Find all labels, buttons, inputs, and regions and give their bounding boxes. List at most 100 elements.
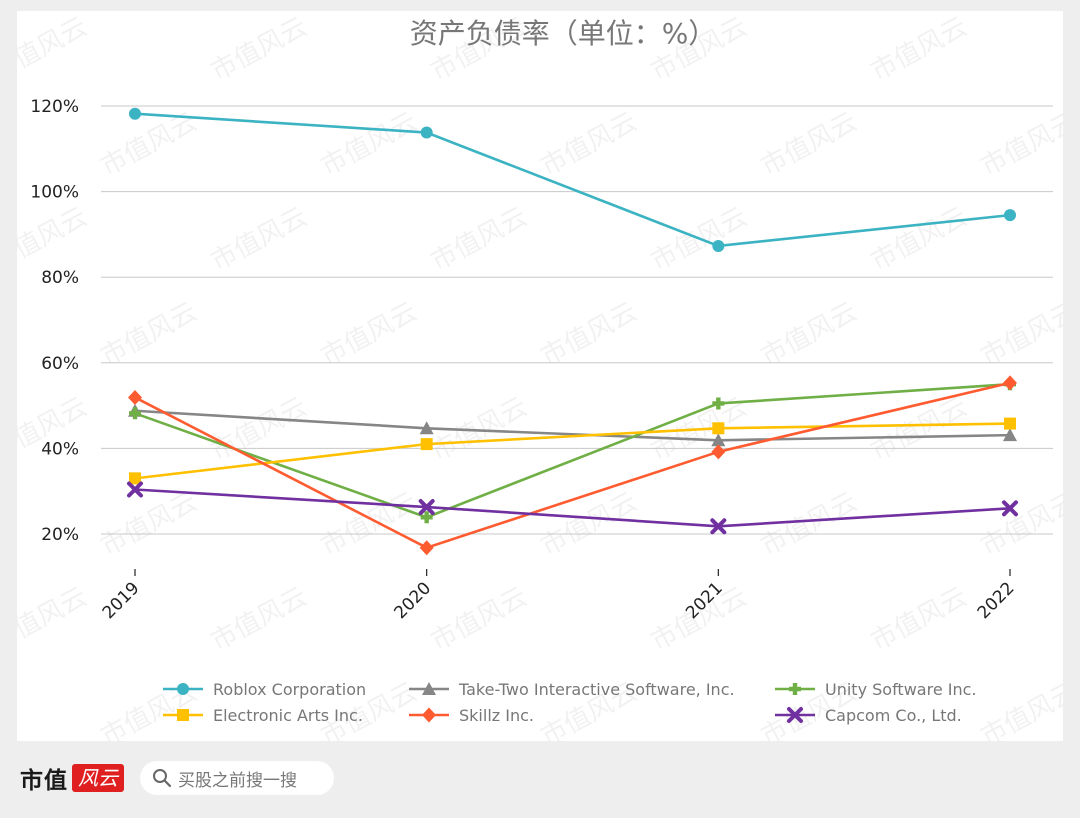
- watermark-text: 市值风云: [536, 107, 642, 182]
- data-point: [418, 499, 435, 516]
- data-point: [711, 433, 726, 447]
- watermark-text: 市值风云: [96, 487, 202, 562]
- data-point: [127, 481, 143, 498]
- data-point: [712, 239, 725, 252]
- data-point: [420, 438, 433, 451]
- y-axis-ticks: 20% 40% 60% 80% 100% 120%: [30, 97, 79, 545]
- data-point: [711, 444, 726, 460]
- watermark-text: 市值风云: [976, 107, 1063, 182]
- watermark-text: 市值风云: [206, 202, 312, 277]
- legend-entry: Take-Two Interactive Software, Inc.: [409, 680, 735, 699]
- data-point: [1003, 375, 1017, 391]
- y-tick-label: 20%: [41, 525, 79, 545]
- series-electronic-arts-inc: [129, 417, 1016, 485]
- watermark-text: 市值风云: [17, 582, 92, 657]
- series-line: [134, 409, 1011, 442]
- data-point: [129, 472, 141, 485]
- watermark-text: 市值风云: [536, 297, 642, 372]
- legend-marker: [787, 707, 803, 723]
- legend-label: Roblox Corporation: [213, 680, 366, 699]
- chart-card: 市值风云 市值风云 市值风云 市值风云 市值风云 市值风云 市值风云 市值风云 市值风云 市值风云…: [17, 11, 1063, 741]
- y-tick-label: 40%: [41, 439, 79, 459]
- watermark-text: 市值风云: [206, 12, 312, 87]
- legend-label: Electronic Arts Inc.: [213, 706, 363, 725]
- watermark-text: 市值风云: [316, 107, 422, 182]
- legend-marker: [177, 709, 189, 721]
- y-tick-label: 100%: [30, 183, 79, 203]
- data-point: [1004, 417, 1016, 430]
- watermark-text: 市值风云: [426, 202, 532, 277]
- y-tick-label: 120%: [30, 97, 79, 117]
- footer-bar: 市值 风云 买股之前搜一搜: [0, 741, 1080, 818]
- series-skillz-inc: [128, 375, 1017, 556]
- data-point: [129, 107, 141, 120]
- x-tick-label: 2022: [974, 578, 1019, 623]
- legend-label: Take-Two Interactive Software, Inc.: [458, 680, 735, 699]
- data-point: [419, 421, 434, 435]
- watermark-text: 市值风云: [976, 297, 1063, 372]
- search-icon: [153, 769, 172, 788]
- legend-entry: Roblox Corporation: [163, 680, 366, 699]
- data-point: [420, 126, 433, 139]
- series-capcom-co-ltd: [127, 481, 1018, 535]
- watermark-text: 市值风云: [866, 582, 972, 657]
- watermark-text: 市值风云: [536, 487, 642, 562]
- chart-title: 资产负债率（单位：%）: [410, 17, 717, 50]
- watermark-text: 市值风云: [316, 297, 422, 372]
- search-box[interactable]: 买股之前搜一搜: [140, 761, 334, 795]
- watermark-text: 市值风云: [756, 107, 862, 182]
- watermark-text: 市值风云: [17, 12, 92, 87]
- data-point: [129, 407, 141, 420]
- brand-seal: 风云: [72, 764, 124, 792]
- series-line: [134, 382, 1011, 519]
- x-tick-label: 2019: [99, 578, 144, 623]
- watermark-text: 市值风云: [426, 582, 532, 657]
- legend-entry: Electronic Arts Inc.: [163, 706, 363, 725]
- legend-marker: [422, 707, 436, 723]
- y-tick-label: 60%: [41, 354, 79, 374]
- watermark-text: 市值风云: [866, 202, 972, 277]
- watermark-text: 市值风云: [96, 297, 202, 372]
- watermark-text: 市值风云: [976, 677, 1063, 741]
- data-point: [710, 518, 727, 535]
- brand-text: 市值: [20, 767, 68, 794]
- watermark-text: 市值风云: [976, 487, 1063, 562]
- legend-label: Skillz Inc.: [459, 706, 534, 725]
- data-point: [712, 397, 725, 410]
- y-tick-label: 80%: [41, 268, 79, 288]
- legend-entry: Unity Software Inc.: [775, 680, 976, 699]
- brand-logo: 市值 风云: [20, 761, 124, 795]
- series-line: [134, 422, 1011, 480]
- legend-marker: [789, 683, 801, 695]
- data-point: [1003, 428, 1017, 442]
- legend-entry: Capcom Co., Ltd.: [775, 706, 962, 725]
- watermark-text: 市值风云: [756, 297, 862, 372]
- watermark-text: 市值风云: [206, 392, 312, 467]
- series-line: [134, 381, 1011, 550]
- legend: Roblox Corporation Take-Two Interactive S…: [163, 680, 976, 725]
- data-point: [128, 389, 142, 405]
- watermark-text: 市值风云: [866, 12, 972, 87]
- series-layer: [127, 107, 1018, 556]
- data-point: [419, 540, 434, 556]
- legend-marker: [177, 683, 189, 695]
- series-line: [134, 488, 1011, 528]
- legend-marker: [422, 682, 436, 695]
- legend-entry: Skillz Inc.: [409, 706, 534, 725]
- series-line: [134, 112, 1011, 248]
- data-point: [712, 422, 725, 435]
- series-roblox-corporation: [129, 107, 1016, 252]
- watermark-text: 市值风云: [756, 487, 862, 562]
- search-placeholder: 买股之前搜一搜: [178, 770, 297, 791]
- data-point: [1002, 500, 1018, 517]
- x-tick-label: 2020: [390, 578, 435, 623]
- watermark-text: 市值风云: [206, 582, 312, 657]
- legend-label: Unity Software Inc.: [825, 680, 976, 699]
- legend-label: Capcom Co., Ltd.: [825, 706, 962, 725]
- watermark-text: 市值风云: [17, 202, 92, 277]
- grid-lines: [101, 105, 1053, 535]
- data-point: [420, 511, 433, 524]
- data-point: [1004, 209, 1016, 222]
